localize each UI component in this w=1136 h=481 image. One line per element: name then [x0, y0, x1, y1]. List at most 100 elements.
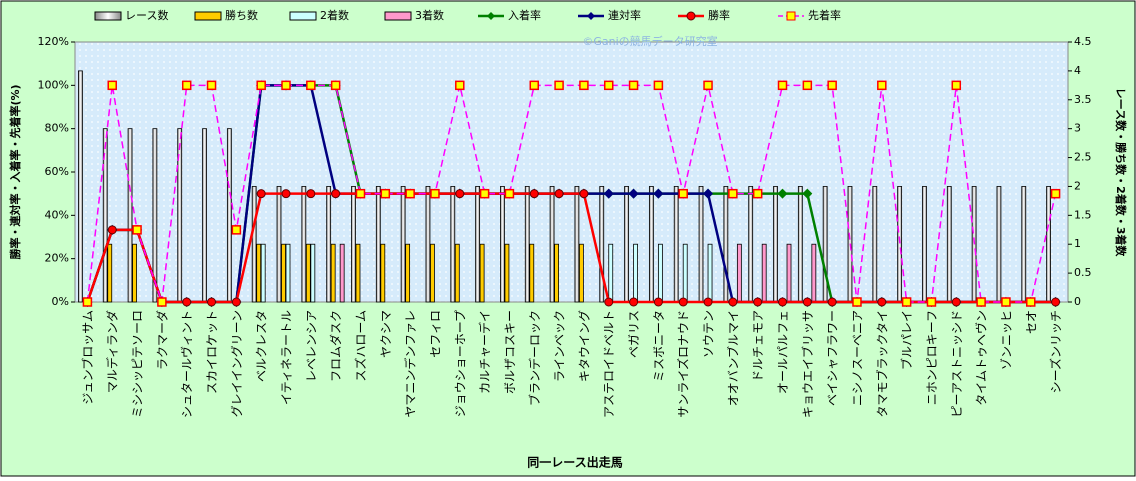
bar — [797, 186, 803, 303]
marker — [653, 188, 664, 199]
x-tick-label: ニホンピロキーフ — [925, 310, 939, 405]
bar — [761, 243, 767, 303]
y2-tick-label: 4.5 — [1074, 35, 1092, 48]
marker — [703, 188, 714, 199]
marker — [107, 225, 117, 235]
x-tick-label: ベイシャフラワー — [826, 310, 840, 406]
bar — [102, 128, 108, 303]
x-axis-title: 同一レース出走馬 — [527, 455, 622, 470]
bar — [479, 243, 485, 303]
marker — [1051, 297, 1061, 307]
legend-marker — [587, 12, 595, 20]
x-tick-label: カルチャーデイ — [477, 310, 492, 394]
x-tick-label: セオ — [1024, 310, 1038, 334]
marker — [107, 80, 117, 91]
marker — [827, 80, 837, 91]
marker — [256, 189, 266, 199]
x-tick-label: ジョウショーホープ — [453, 310, 467, 417]
bar — [1021, 186, 1027, 303]
bar — [425, 186, 431, 303]
x-tick-label: ゾンニッヒ — [999, 310, 1013, 370]
marker — [951, 297, 961, 307]
x-tick-label: スズハローム — [353, 310, 368, 382]
bar — [285, 243, 291, 303]
marker — [331, 189, 341, 199]
bar — [454, 243, 460, 303]
x-tick-label: ブランデーロック — [527, 310, 542, 406]
y-tick-label: 20% — [45, 252, 69, 265]
bar — [996, 186, 1002, 303]
legend-swatch — [94, 11, 122, 21]
marker — [529, 80, 540, 91]
marker — [529, 189, 539, 199]
marker — [604, 297, 614, 307]
y2-tick-label: 2.5 — [1074, 151, 1092, 164]
marker — [976, 297, 986, 307]
marker — [1001, 297, 1011, 307]
marker — [728, 297, 738, 307]
bar — [226, 128, 232, 303]
x-tick-label: オールパルフェ — [776, 310, 790, 394]
marker — [653, 80, 664, 91]
bar — [326, 186, 332, 303]
marker — [82, 297, 93, 307]
bar — [500, 186, 505, 303]
y2-tick-label: 0 — [1074, 295, 1081, 308]
x-tick-label: ラインベック — [553, 310, 567, 382]
marker — [802, 80, 813, 91]
marker — [405, 188, 415, 199]
y-tick-label: 120% — [38, 35, 69, 48]
x-tick-label: オオバンブルマイ — [725, 310, 740, 406]
series-line — [86, 84, 1057, 303]
legend-label: 連対率 — [608, 8, 641, 22]
marker — [752, 188, 763, 199]
bar — [281, 243, 286, 303]
bar — [78, 70, 83, 303]
legend-swatch — [194, 11, 222, 21]
bar — [599, 186, 605, 303]
marker — [281, 80, 291, 91]
marker — [281, 189, 291, 199]
bar — [922, 186, 927, 303]
x-tick-label: ジュンブロッサム — [80, 310, 95, 405]
marker — [181, 80, 192, 91]
bar — [380, 243, 386, 303]
bar — [256, 243, 262, 303]
bar — [579, 243, 584, 303]
marker — [728, 188, 738, 199]
x-tick-label: ヤクシマ — [379, 310, 393, 358]
bar — [698, 186, 704, 303]
marker — [777, 80, 788, 91]
legend-swatch — [384, 11, 412, 21]
bar — [430, 243, 435, 303]
x-tick-label: キョウエイブリッサ — [800, 310, 815, 418]
y-tick-label: 100% — [38, 78, 69, 91]
bar — [673, 186, 679, 303]
x-tick-label: ヤマニンデンファレ — [403, 310, 418, 418]
marker — [479, 188, 490, 199]
x-tick-label: ペガリス — [627, 310, 641, 358]
bar — [773, 186, 778, 303]
bar — [624, 186, 629, 303]
bar — [574, 186, 580, 303]
marker — [628, 80, 639, 91]
marker — [629, 297, 639, 307]
marker — [455, 189, 465, 199]
bar — [529, 243, 535, 303]
marker — [256, 80, 266, 91]
marker — [231, 297, 241, 307]
bar — [310, 243, 316, 303]
bar — [450, 186, 456, 303]
bar — [132, 243, 137, 303]
y2-tick-label: 1.5 — [1074, 208, 1092, 221]
marker — [306, 80, 316, 91]
x-tick-label: ミスボニータ — [652, 310, 666, 382]
bar — [127, 128, 133, 303]
legend-label: 先着率 — [808, 8, 841, 22]
bar — [786, 243, 792, 303]
bar — [202, 128, 207, 303]
x-tick-label: イティネラートル — [280, 310, 294, 405]
x-tick-label: シーズンリッチ — [1048, 310, 1063, 393]
x-tick-label: ニシノスーベニア — [850, 310, 864, 406]
